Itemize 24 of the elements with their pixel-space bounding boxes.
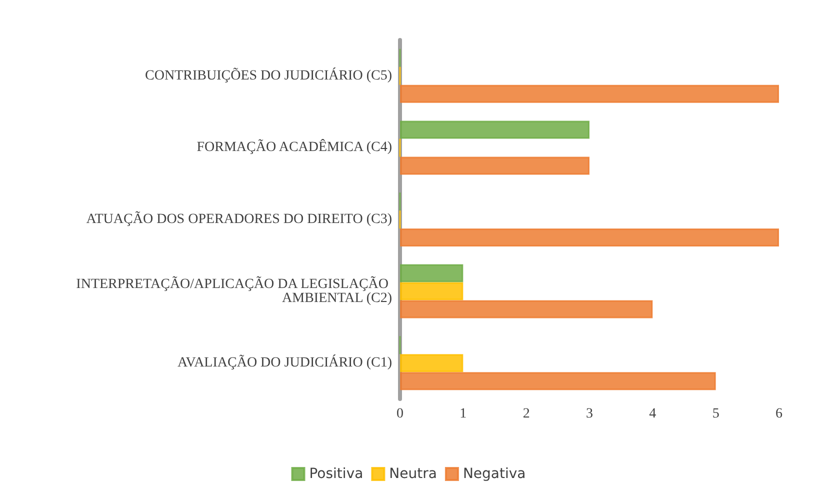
legend-label: Positiva <box>309 466 364 482</box>
legend-label: Neutra <box>389 466 437 482</box>
y-tick-label: FORMAÇÃO ACADÊMICA (C4) <box>196 138 392 156</box>
y-tick-label: INTERPRETAÇÃO/APLICAÇÃO DA LEGISLAÇÃO AMBIENTAL (C2) <box>76 276 392 306</box>
y-tick-label: ATUAÇÃO DOS OPERADORES DO DIREITO (C3) <box>86 211 392 227</box>
x-tick-label: 6 <box>776 406 782 422</box>
bar <box>400 300 653 318</box>
bar <box>400 120 590 139</box>
bar <box>400 372 716 390</box>
y-tick-label: CONTRIBUIÇÕES DO JUDICIÁRIO (C5) <box>145 66 392 84</box>
bar <box>400 282 464 300</box>
bar <box>400 156 590 175</box>
legend-label: Negativa <box>462 466 526 482</box>
x-tick-label: 5 <box>712 406 720 422</box>
x-tick-label: 3 <box>586 406 593 422</box>
x-tick-label: 0 <box>396 406 404 422</box>
y-tick-label: AVALIAÇÃO DO JUDICIÁRIO (C1) <box>177 354 392 371</box>
x-tick-label: 2 <box>522 406 530 422</box>
bar <box>400 84 779 103</box>
x-tick-label: 4 <box>649 406 656 422</box>
bar <box>400 354 464 372</box>
bar <box>400 264 464 282</box>
bar <box>400 228 779 246</box>
x-tick-label: 1 <box>460 406 467 422</box>
